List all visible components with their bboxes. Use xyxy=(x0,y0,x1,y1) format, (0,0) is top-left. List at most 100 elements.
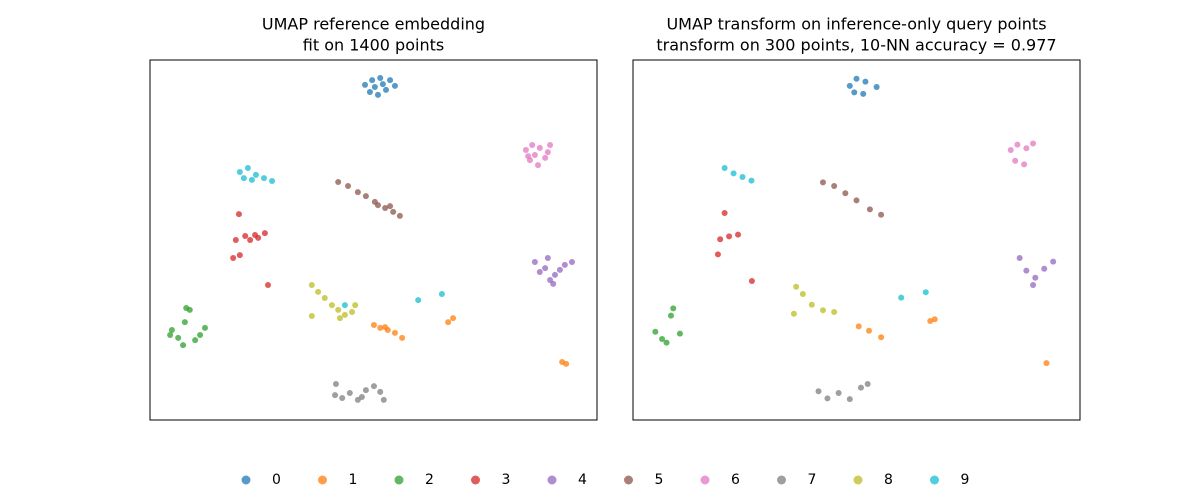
point xyxy=(345,183,352,189)
point xyxy=(931,316,938,323)
point xyxy=(335,306,342,313)
point xyxy=(563,360,570,367)
point xyxy=(260,175,267,182)
chart-subtitle: transform on 300 points, 10-NN accuracy … xyxy=(656,36,1056,55)
point xyxy=(670,305,677,312)
point xyxy=(676,330,683,337)
point xyxy=(349,309,356,315)
point xyxy=(328,302,335,309)
point xyxy=(878,334,885,341)
point xyxy=(808,301,815,308)
point xyxy=(835,390,842,396)
point xyxy=(183,305,190,312)
point xyxy=(168,327,175,333)
point xyxy=(1023,145,1030,152)
legend-label: 1 xyxy=(349,472,358,488)
point xyxy=(864,381,871,387)
point xyxy=(339,395,346,402)
plot-frame xyxy=(149,59,598,421)
point xyxy=(377,388,384,395)
chart-subtitle: fit on 1400 points xyxy=(303,36,444,55)
point xyxy=(739,174,746,180)
point xyxy=(536,269,543,276)
point xyxy=(362,193,369,200)
point xyxy=(346,390,353,396)
point xyxy=(862,78,869,85)
legend-label: 4 xyxy=(578,472,587,488)
legend-label: 2 xyxy=(425,472,434,488)
point xyxy=(667,312,674,319)
point xyxy=(192,337,199,344)
legend-marker xyxy=(241,475,251,485)
point xyxy=(252,171,259,178)
point xyxy=(857,384,864,391)
point xyxy=(308,312,315,319)
point xyxy=(819,307,826,314)
point xyxy=(180,342,187,349)
point xyxy=(242,233,249,240)
legend-marker xyxy=(624,475,633,485)
point xyxy=(332,392,339,399)
point xyxy=(544,149,551,156)
point xyxy=(1021,161,1028,168)
point xyxy=(335,179,342,186)
point xyxy=(390,208,397,215)
point xyxy=(197,332,204,339)
point xyxy=(332,381,339,387)
point xyxy=(799,291,806,297)
point xyxy=(362,387,369,394)
point xyxy=(547,141,554,148)
point xyxy=(366,89,373,96)
legend-marker xyxy=(547,475,557,485)
point xyxy=(377,324,384,331)
point xyxy=(181,319,188,326)
chart-title: UMAP transform on inference-only query p… xyxy=(666,15,1046,34)
point xyxy=(663,339,670,346)
point xyxy=(534,162,541,169)
point xyxy=(383,86,390,93)
point xyxy=(201,324,208,331)
point xyxy=(846,396,853,403)
point xyxy=(370,383,377,390)
point xyxy=(652,328,659,335)
point xyxy=(542,265,549,272)
point xyxy=(815,388,822,395)
point xyxy=(362,81,369,88)
point xyxy=(855,323,862,330)
point xyxy=(748,278,755,285)
point xyxy=(842,190,849,197)
point xyxy=(714,251,721,258)
point xyxy=(352,302,359,309)
point xyxy=(536,144,543,151)
point xyxy=(247,237,254,243)
point xyxy=(1030,282,1037,288)
point xyxy=(321,294,328,301)
point xyxy=(1030,140,1037,147)
point xyxy=(396,212,403,219)
point xyxy=(341,302,348,309)
point xyxy=(261,230,268,237)
point xyxy=(1007,147,1014,153)
point xyxy=(341,311,348,318)
point xyxy=(726,233,733,240)
legend-marker xyxy=(394,475,404,485)
chart-title: UMAP reference embedding xyxy=(262,15,485,34)
point xyxy=(851,89,858,96)
legend-label: 6 xyxy=(731,472,740,488)
point xyxy=(544,255,551,261)
point xyxy=(860,90,867,97)
point xyxy=(550,280,557,287)
point xyxy=(831,183,838,189)
point xyxy=(369,77,376,84)
point xyxy=(853,197,860,204)
point xyxy=(529,141,536,148)
point xyxy=(374,202,381,209)
point xyxy=(371,84,378,90)
point xyxy=(866,327,873,334)
point xyxy=(232,237,239,243)
point xyxy=(308,282,315,288)
point xyxy=(248,176,255,183)
point xyxy=(831,309,838,315)
legend-marker xyxy=(700,475,710,485)
